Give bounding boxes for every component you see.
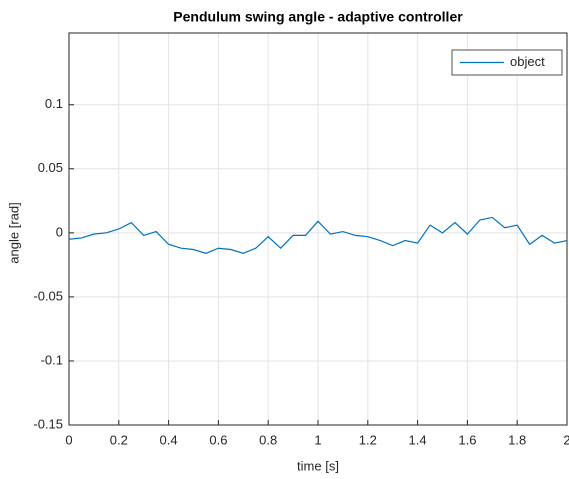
y-tick-label: -0.1 bbox=[41, 352, 63, 367]
y-axis-label: angle [rad] bbox=[6, 202, 21, 263]
y-tick-label: 0 bbox=[56, 224, 63, 239]
x-tick-label: 0.8 bbox=[259, 432, 277, 447]
x-tick-label: 2 bbox=[563, 432, 569, 447]
y-tick-label: 0.05 bbox=[38, 160, 63, 175]
x-tick-label: 0.2 bbox=[110, 432, 128, 447]
x-tick-label: 1.2 bbox=[359, 432, 377, 447]
plot-frame bbox=[68, 32, 568, 426]
x-tick-label: 1.8 bbox=[508, 432, 526, 447]
y-tick-label: -0.05 bbox=[33, 288, 63, 303]
y-tick-label: 0.1 bbox=[45, 96, 63, 111]
chart-title: Pendulum swing angle - adaptive controll… bbox=[173, 9, 463, 25]
x-tick-label: 0.6 bbox=[209, 432, 227, 447]
x-axis-label: time [s] bbox=[297, 458, 339, 473]
data-line bbox=[69, 216, 567, 254]
x-tick-label: 1 bbox=[314, 432, 321, 447]
x-tick-label: 0.4 bbox=[160, 432, 178, 447]
x-tick-label: 1.4 bbox=[409, 432, 427, 447]
legend-label: object bbox=[510, 54, 545, 69]
x-tick-label: 1.6 bbox=[458, 432, 476, 447]
y-tick-label: -0.15 bbox=[33, 416, 63, 431]
x-tick-label: 0 bbox=[65, 432, 72, 447]
